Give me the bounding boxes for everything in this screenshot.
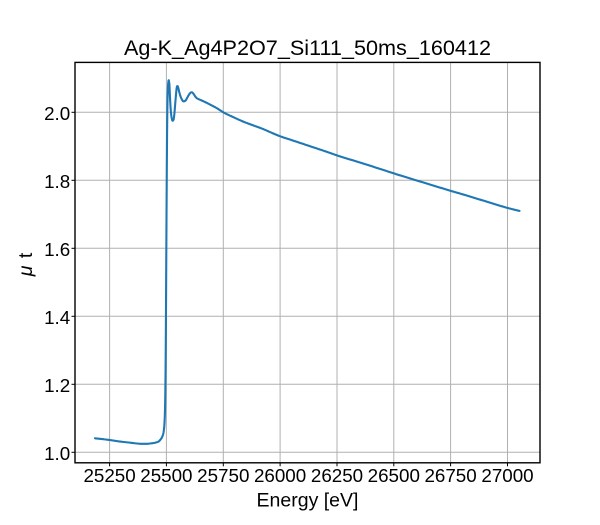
svg-text:Ag-K_Ag4P2O7_Si111_50ms_160412: Ag-K_Ag4P2O7_Si111_50ms_160412 bbox=[124, 37, 491, 60]
svg-text:25500: 25500 bbox=[140, 465, 192, 486]
svg-text:25250: 25250 bbox=[83, 465, 135, 486]
svg-text:26750: 26750 bbox=[424, 465, 476, 486]
svg-text:27000: 27000 bbox=[481, 465, 533, 486]
svg-text:1.4: 1.4 bbox=[44, 307, 70, 328]
svg-text:1.6: 1.6 bbox=[44, 239, 70, 260]
svg-text:26000: 26000 bbox=[254, 465, 306, 486]
svg-text:μ t: μ t bbox=[15, 252, 37, 278]
svg-text:25750: 25750 bbox=[197, 465, 249, 486]
svg-text:1.2: 1.2 bbox=[44, 375, 70, 396]
svg-text:1.8: 1.8 bbox=[44, 171, 70, 192]
svg-text:2.0: 2.0 bbox=[44, 103, 70, 124]
svg-text:Energy [eV]: Energy [eV] bbox=[257, 489, 359, 511]
svg-text:26250: 26250 bbox=[311, 465, 363, 486]
svg-text:26500: 26500 bbox=[368, 465, 420, 486]
svg-text:1.0: 1.0 bbox=[44, 443, 70, 464]
